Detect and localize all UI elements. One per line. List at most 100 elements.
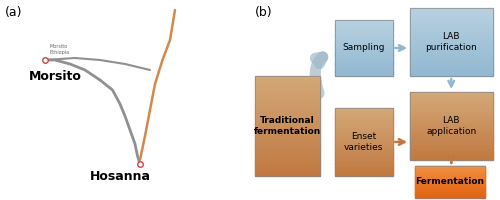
Bar	[410, 113, 492, 115]
Bar	[415, 196, 485, 197]
Bar	[410, 17, 492, 19]
Bar	[415, 184, 485, 185]
Bar	[335, 118, 392, 120]
Bar	[255, 148, 320, 150]
Bar	[335, 133, 392, 135]
Bar	[410, 48, 492, 50]
Bar	[415, 178, 485, 179]
Bar	[335, 114, 392, 116]
Bar	[415, 177, 485, 178]
Bar	[410, 16, 492, 18]
Bar	[415, 179, 485, 180]
Bar	[255, 96, 320, 98]
Bar	[335, 26, 392, 28]
Bar	[410, 21, 492, 23]
Bar	[410, 157, 492, 159]
Bar	[415, 192, 485, 194]
Text: Hosanna: Hosanna	[90, 170, 150, 182]
Bar	[410, 52, 492, 54]
Bar	[335, 174, 392, 176]
Bar	[410, 111, 492, 112]
Bar	[410, 70, 492, 72]
Bar	[410, 54, 492, 56]
Bar	[335, 140, 392, 142]
Bar	[415, 196, 485, 197]
Text: LAB
purification: LAB purification	[426, 32, 477, 52]
Bar	[415, 166, 485, 198]
Bar	[410, 154, 492, 156]
Bar	[255, 140, 320, 142]
Bar	[335, 169, 392, 171]
Bar	[410, 69, 492, 71]
Bar	[335, 155, 392, 157]
Bar	[415, 185, 485, 186]
Bar	[415, 178, 485, 179]
Bar	[410, 105, 492, 107]
Bar	[335, 72, 392, 74]
Bar	[410, 35, 492, 37]
Bar	[255, 102, 320, 104]
Bar	[415, 171, 485, 172]
Bar	[410, 126, 492, 127]
Bar	[415, 168, 485, 169]
Bar	[255, 152, 320, 154]
Bar	[335, 62, 392, 64]
Bar	[415, 176, 485, 178]
Bar	[255, 90, 320, 92]
Bar	[335, 172, 392, 173]
Bar	[415, 194, 485, 195]
Bar	[255, 142, 320, 144]
Bar	[255, 116, 320, 118]
Bar	[415, 169, 485, 170]
Bar	[410, 117, 492, 119]
Bar	[335, 154, 392, 156]
Bar	[255, 172, 320, 174]
Bar	[255, 76, 320, 176]
Bar	[410, 55, 492, 57]
Bar	[410, 8, 492, 76]
Bar	[335, 22, 392, 23]
Bar	[410, 50, 492, 52]
Bar	[335, 35, 392, 37]
Bar	[335, 120, 392, 122]
Bar	[335, 63, 392, 65]
FancyArrowPatch shape	[315, 57, 323, 93]
Bar	[255, 132, 320, 134]
Bar	[335, 21, 392, 22]
Bar	[255, 120, 320, 122]
Bar	[415, 193, 485, 194]
Bar	[335, 73, 392, 75]
Bar	[335, 128, 392, 130]
Bar	[335, 51, 392, 52]
Bar	[415, 180, 485, 181]
Bar	[410, 43, 492, 45]
Bar	[410, 9, 492, 11]
Bar	[335, 110, 392, 112]
Bar	[335, 49, 392, 50]
Bar	[410, 142, 492, 144]
Bar	[410, 109, 492, 111]
Bar	[410, 28, 492, 30]
Bar	[335, 39, 392, 40]
Bar	[410, 8, 492, 9]
Bar	[335, 121, 392, 123]
Bar	[410, 92, 492, 160]
Bar	[335, 64, 392, 66]
Bar	[410, 135, 492, 137]
Bar	[415, 188, 485, 189]
Bar	[415, 181, 485, 182]
Bar	[335, 33, 392, 35]
Bar	[410, 51, 492, 53]
Bar	[335, 113, 392, 115]
Bar	[255, 108, 320, 110]
Bar	[335, 43, 392, 45]
Bar	[335, 157, 392, 158]
Bar	[335, 29, 392, 30]
Bar	[335, 165, 392, 166]
Bar	[255, 174, 320, 176]
Bar	[255, 160, 320, 162]
Bar	[415, 167, 485, 168]
Bar	[410, 18, 492, 20]
Bar	[410, 67, 492, 69]
Bar	[335, 112, 392, 113]
